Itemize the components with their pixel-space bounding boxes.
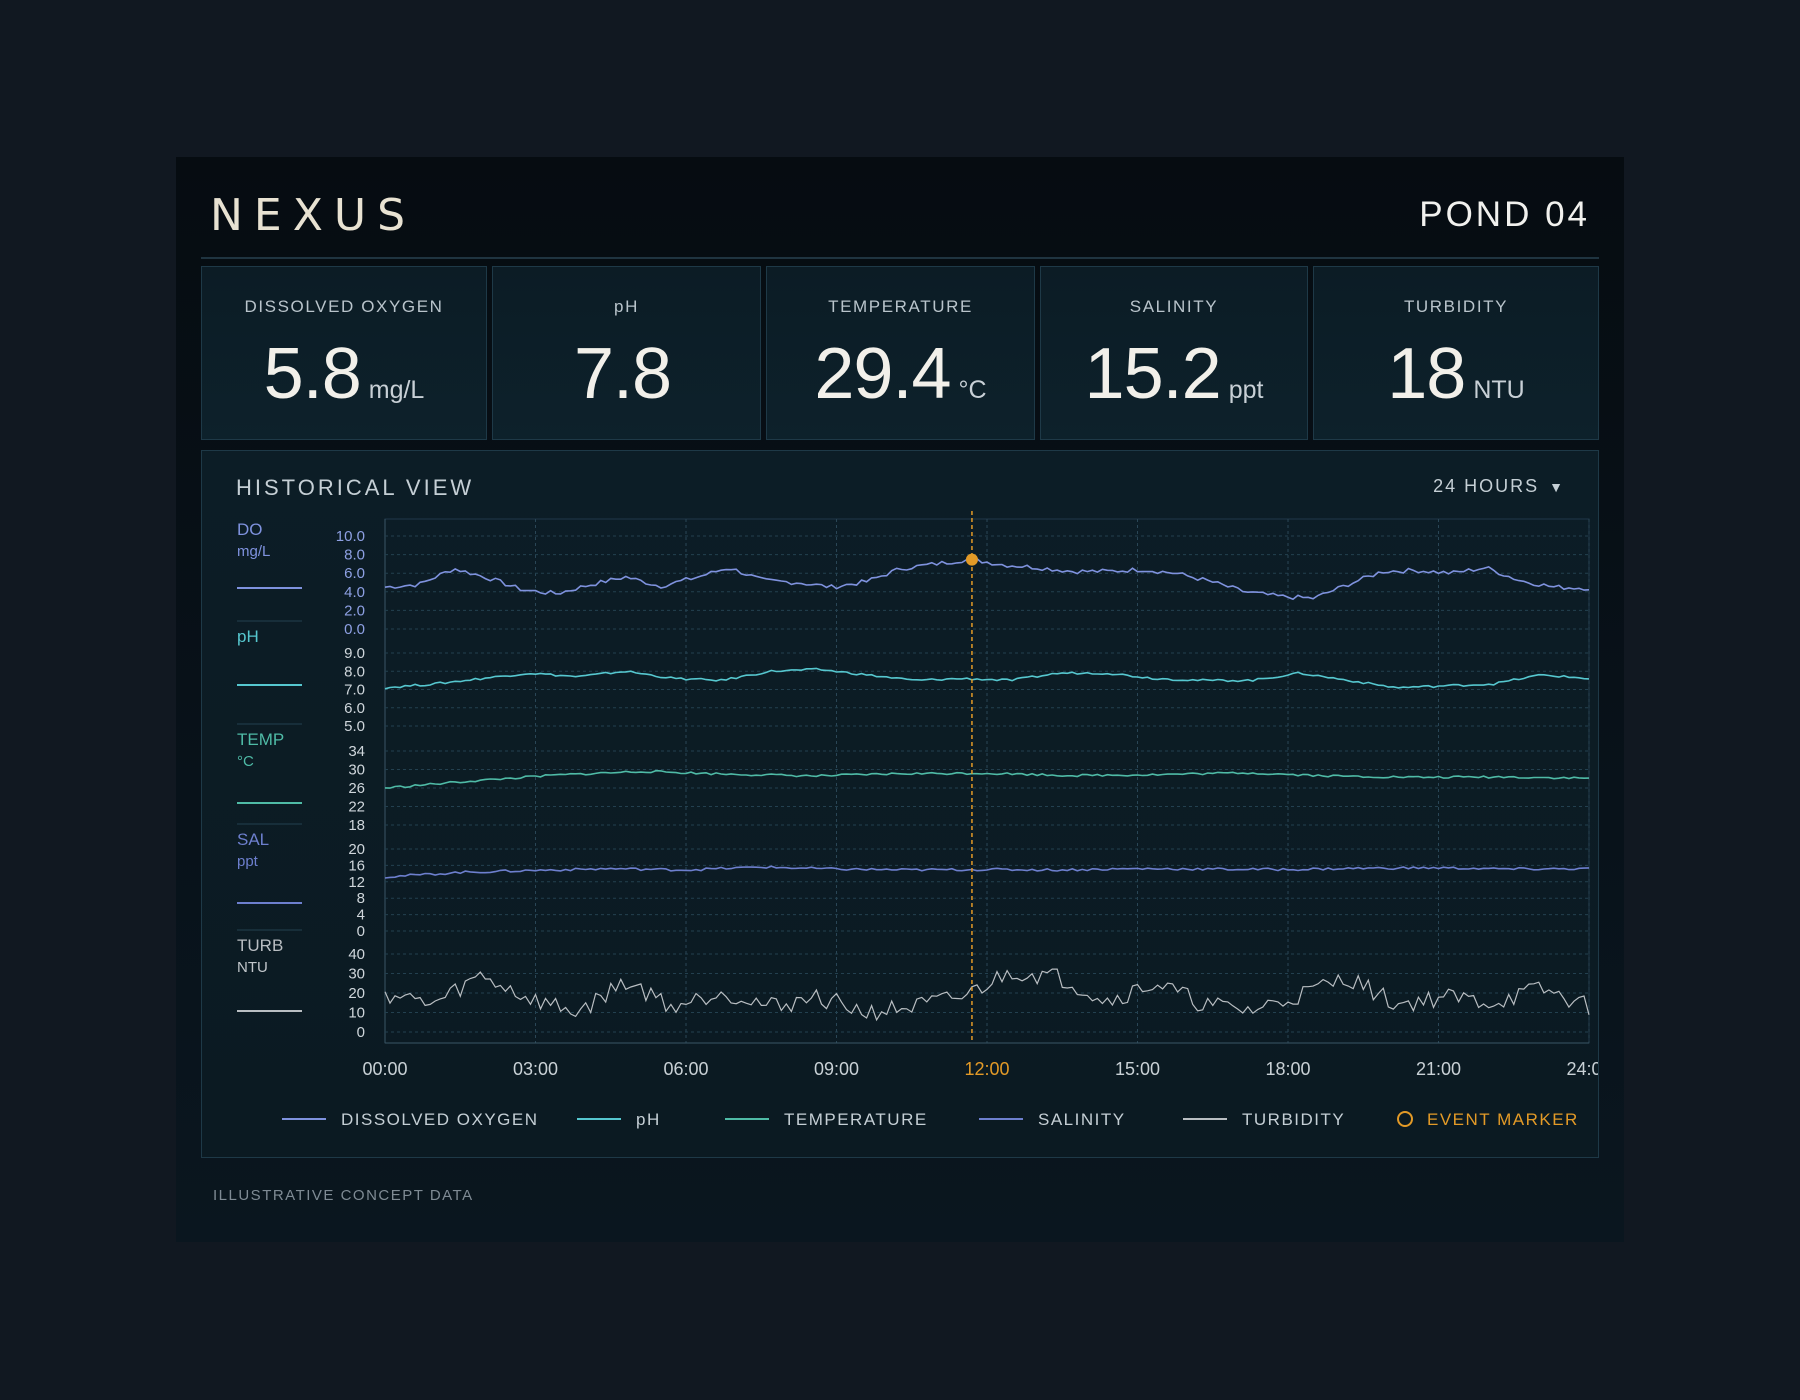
historical-view-title: HISTORICAL VIEW [236,475,475,500]
metric-label: TEMPERATURE [828,297,973,316]
y-tick-label: 4.0 [344,584,365,601]
legend-label: TEMPERATURE [784,1110,928,1129]
y-tick-label: 0 [357,923,365,940]
y-tick-label: 5.0 [344,718,365,735]
y-tick-label: 18 [348,817,365,834]
metric-label: TURBIDITY [1403,297,1509,316]
metric-value-group: 18 NTU [1314,333,1598,415]
footer-note: ILLUSTRATIVE CONCEPT DATA [213,1187,474,1204]
metric-value-group: 15.2 ppt [1041,333,1307,415]
metric-card-dissolved-oxygen[interactable]: DISSOLVED OXYGEN 5.8 mg/L [201,266,487,440]
series-line-do [384,557,1590,601]
x-tick-label: 12:00 [964,1059,1009,1079]
y-tick-label: 7.0 [344,682,365,699]
x-tick-label: 00:00 [362,1059,407,1079]
metric-label: SALINITY [1129,297,1219,316]
header-divider [201,257,1599,259]
y-tick-label: 8.0 [344,547,365,564]
y-tick-label: 20 [348,841,365,858]
y-tick-label: 0 [357,1024,365,1041]
legend-label-event: EVENT MARKER [1427,1110,1579,1129]
metric-card-turbidity[interactable]: TURBIDITY 18 NTU [1313,266,1599,440]
lane-unit: °C [237,753,254,770]
y-tick-label: 10 [348,1005,365,1022]
y-tick-label: 20 [348,985,365,1002]
y-tick-label: 30 [348,762,365,779]
y-tick-label: 12 [348,874,365,891]
series-line-ph [384,667,1590,690]
chevron-down-icon: ▼ [1549,479,1565,495]
lane-unit: NTU [237,959,268,976]
y-tick-label: 2.0 [344,602,365,619]
site-title: POND 04 [1419,195,1590,234]
y-tick-label: 8.0 [344,663,365,680]
metric-cards: DISSOLVED OXYGEN 5.8 mg/L pH 7.8 TEMPERAT… [201,266,1599,440]
y-tick-label: 22 [348,799,365,816]
lane-label: DO [237,520,263,539]
y-tick-label: 10.0 [336,528,365,545]
y-tick-label: 6.0 [344,565,365,582]
lane-unit: mg/L [237,543,270,560]
metric-card-temperature[interactable]: TEMPERATURE 29.4 °C [766,266,1035,440]
legend-label: TURBIDITY [1242,1110,1345,1129]
metric-value: 18 [1387,334,1466,414]
legend-label: pH [636,1110,661,1129]
lane-label: TURB [237,936,283,955]
metric-unit: ppt [1228,376,1264,404]
metric-unit: °C [958,376,987,404]
metric-value: 5.8 [263,334,362,414]
metric-label: pH [614,297,639,316]
brand-logo: NEXUS [210,190,416,241]
metric-value-group: 7.8 [493,333,760,415]
history-chart: 10.08.06.04.02.00.0DOmg/L9.08.07.06.05.0… [237,511,1598,1129]
metric-unit: NTU [1473,376,1525,404]
series-line-turb [384,968,1590,1022]
y-tick-label: 16 [348,857,365,874]
metric-label: DISSOLVED OXYGEN [244,297,444,316]
x-tick-label: 15:00 [1115,1059,1160,1079]
metric-card-ph[interactable]: pH 7.8 [492,266,761,440]
event-marker-dot[interactable] [965,553,978,566]
metric-unit: mg/L [368,376,425,404]
lane-label: TEMP [237,730,284,749]
legend-label: DISSOLVED OXYGEN [341,1110,539,1129]
metric-value: 7.8 [573,334,672,414]
y-tick-label: 26 [348,780,365,797]
lane-unit: ppt [237,853,259,870]
x-tick-label: 03:00 [513,1059,558,1079]
x-tick-label: 21:00 [1416,1059,1461,1079]
lane-label: pH [237,627,259,646]
lane-label: SAL [237,830,269,849]
x-tick-label: 09:00 [814,1059,859,1079]
y-tick-label: 8 [357,890,365,907]
x-tick-label: 06:00 [663,1059,708,1079]
legend-label: SALINITY [1038,1110,1126,1129]
y-tick-label: 34 [348,743,365,760]
metric-value: 29.4 [814,334,951,414]
metric-card-salinity[interactable]: SALINITY 15.2 ppt [1040,266,1308,440]
event-marker-legend-icon [1397,1111,1413,1127]
dashboard-panel: NEXUS POND 04 DISSOLVED OXYGEN 5.8 mg/L p… [176,157,1624,1242]
y-tick-label: 30 [348,966,365,983]
series-line-sal [384,865,1590,879]
y-tick-label: 6.0 [344,700,365,717]
series-line-temp [384,769,1590,789]
metric-value-group: 29.4 °C [767,333,1034,415]
metric-value-group: 5.8 mg/L [202,333,486,415]
y-tick-label: 9.0 [344,645,365,662]
y-tick-label: 0.0 [344,621,365,638]
time-range-label: 24 HOURS [1433,476,1540,496]
metric-value: 15.2 [1084,334,1222,414]
x-tick-label: 18:00 [1265,1059,1310,1079]
y-tick-label: 40 [348,946,365,963]
y-tick-label: 4 [357,907,365,924]
x-tick-label: 24:00 [1566,1059,1598,1079]
historical-view-panel: HISTORICAL VIEW 24 HOURS ▼ 10.0 8.0 6.0 4.0 2… [201,450,1599,1158]
time-range-dropdown[interactable]: 24 HOURS ▼ [1433,476,1565,497]
